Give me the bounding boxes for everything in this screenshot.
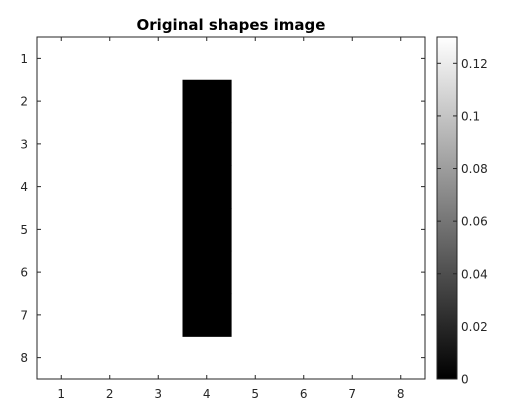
- y-tick-label: 1: [20, 52, 28, 66]
- heatmap-cell: [182, 122, 232, 166]
- colorbar-tick-label: 0.12: [461, 57, 488, 71]
- y-tick-label: 2: [20, 95, 28, 109]
- colorbar: 0 0.02 0.04 0.06 0.08 0.1 0.12: [436, 36, 488, 387]
- heatmap-cell: [182, 79, 232, 124]
- x-tick-label: 3: [154, 387, 162, 401]
- y-tick-label: 7: [20, 308, 28, 322]
- y-tick-label: 4: [20, 180, 28, 194]
- colorbar-frame: [436, 36, 458, 380]
- heatmap-cell: [182, 165, 232, 209]
- colorbar-gradient: [437, 37, 457, 379]
- y-tick-label: 8: [20, 351, 28, 365]
- colorbar-tick-label: 0: [461, 373, 469, 387]
- y-tick-label: 6: [20, 266, 28, 280]
- x-axis: 1 2 3 4 5 6 7 8: [57, 37, 405, 401]
- x-tick-label: 8: [397, 387, 405, 401]
- heatmap-cell: [182, 293, 232, 337]
- y-axis: 1 2 3 4 5 6 7 8: [20, 52, 425, 365]
- heatmap-cell: [182, 208, 232, 252]
- colorbar-tick-label: 0.02: [461, 320, 488, 334]
- colorbar-tick-label: 0.04: [461, 267, 488, 281]
- x-tick-label: 6: [300, 387, 308, 401]
- colorbar-tick-label: 0.1: [461, 109, 480, 123]
- y-tick-label: 5: [20, 223, 28, 237]
- x-tick-label: 7: [348, 387, 356, 401]
- x-tick-label: 5: [251, 387, 259, 401]
- chart-title: Original shapes image: [137, 16, 326, 34]
- y-tick-label: 3: [20, 137, 28, 151]
- colorbar-tick-label: 0.06: [461, 215, 488, 229]
- plot-frame: [36, 36, 426, 380]
- colorbar-tick-label: 0.08: [461, 162, 488, 176]
- plot-area: [36, 36, 426, 380]
- x-tick-label: 2: [106, 387, 114, 401]
- x-tick-label: 1: [57, 387, 65, 401]
- heatmap-cell: [182, 250, 232, 295]
- x-tick-label: 4: [203, 387, 211, 401]
